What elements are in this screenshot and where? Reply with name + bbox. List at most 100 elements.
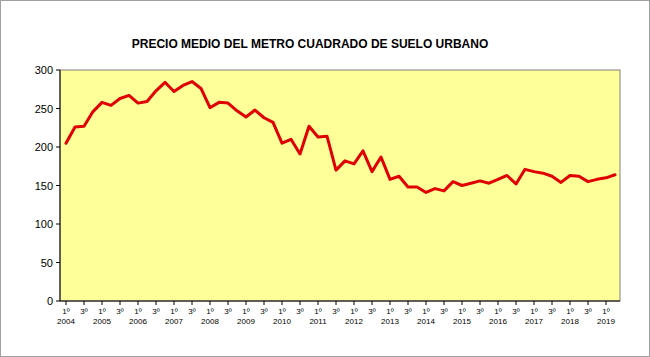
- x-axis: [60, 301, 620, 302]
- series-line: [66, 82, 615, 193]
- x-tick-label-line: 1º: [170, 307, 177, 316]
- x-tick: [354, 301, 355, 305]
- x-tick-label-line: 2005: [93, 317, 111, 326]
- x-tick-label: 3º: [260, 307, 267, 316]
- x-tick-label-line: 2014: [417, 317, 435, 326]
- x-tick-label-line: 2004: [57, 317, 75, 326]
- x-tick-label-line: 1º: [386, 307, 393, 316]
- y-tick-label: 0: [47, 295, 53, 307]
- x-tick-label-line: 2015: [453, 317, 471, 326]
- x-tick: [138, 301, 139, 305]
- x-tick-label-line: 3º: [152, 307, 159, 316]
- x-tick: [426, 301, 427, 305]
- x-tick-label: 3º: [404, 307, 411, 316]
- x-tick-label: 1º2011: [309, 307, 327, 326]
- y-tick: [56, 147, 60, 148]
- x-tick-label: 3º: [224, 307, 231, 316]
- chart: PRECIO MEDIO DEL METRO CUADRADO DE SUELO…: [0, 0, 650, 357]
- x-tick-label: 1º2009: [237, 307, 255, 326]
- x-tick-label: 3º: [188, 307, 195, 316]
- x-tick-label-line: 2013: [381, 317, 399, 326]
- x-tick-label-line: 1º: [494, 307, 501, 316]
- x-tick-label-line: 2007: [165, 317, 183, 326]
- x-tick: [408, 301, 409, 305]
- x-tick-label-line: 3º: [116, 307, 123, 316]
- x-tick-label: 3º: [440, 307, 447, 316]
- x-tick: [66, 301, 67, 305]
- x-tick: [120, 301, 121, 305]
- x-tick: [246, 301, 247, 305]
- y-tick: [56, 301, 60, 302]
- x-tick-label-line: 3º: [512, 307, 519, 316]
- x-tick-label: 3º: [368, 307, 375, 316]
- x-tick-label: 1º2015: [453, 307, 471, 326]
- x-tick-label: 3º: [152, 307, 159, 316]
- x-tick-label-line: 3º: [80, 307, 87, 316]
- x-tick: [156, 301, 157, 305]
- x-tick-label-line: 3º: [548, 307, 555, 316]
- x-tick-label-line: 2016: [489, 317, 507, 326]
- x-tick: [174, 301, 175, 305]
- x-tick-label-line: 1º: [62, 307, 69, 316]
- x-tick: [516, 301, 517, 305]
- y-tick-label: 100: [35, 218, 53, 230]
- x-tick-label-line: 3º: [188, 307, 195, 316]
- x-tick-label-line: 1º: [134, 307, 141, 316]
- x-tick: [606, 301, 607, 305]
- x-tick-label-line: 1º: [458, 307, 465, 316]
- y-tick: [56, 262, 60, 263]
- x-tick-label-line: 1º: [206, 307, 213, 316]
- x-tick-label: 1º2019: [597, 307, 615, 326]
- x-tick: [588, 301, 589, 305]
- x-tick-label-line: 1º: [350, 307, 357, 316]
- x-tick-label: 1º2005: [93, 307, 111, 326]
- x-tick-label: 3º: [584, 307, 591, 316]
- plot-area: [60, 70, 620, 301]
- x-tick: [228, 301, 229, 305]
- y-tick: [56, 224, 60, 225]
- x-tick: [264, 301, 265, 305]
- x-tick: [534, 301, 535, 305]
- x-tick-label: 1º2007: [165, 307, 183, 326]
- x-tick-label-line: 2018: [561, 317, 579, 326]
- x-tick-label: 1º2016: [489, 307, 507, 326]
- series-group: [66, 82, 615, 193]
- x-tick-label-line: 3º: [584, 307, 591, 316]
- x-tick-label-line: 2011: [309, 317, 327, 326]
- x-tick-label: 3º: [332, 307, 339, 316]
- x-tick-label-line: 1º: [242, 307, 249, 316]
- x-tick-label: 3º: [476, 307, 483, 316]
- y-tick-label: 300: [35, 64, 53, 76]
- x-tick: [444, 301, 445, 305]
- x-tick-label: 1º2010: [273, 307, 291, 326]
- x-tick-label-line: 3º: [404, 307, 411, 316]
- x-tick: [318, 301, 319, 305]
- x-tick-label-line: 1º: [98, 307, 105, 316]
- x-tick-label-line: 1º: [422, 307, 429, 316]
- x-tick-label-line: 3º: [440, 307, 447, 316]
- x-tick: [498, 301, 499, 305]
- x-tick-label-line: 1º: [278, 307, 285, 316]
- x-tick-label-line: 1º: [314, 307, 321, 316]
- x-tick: [372, 301, 373, 305]
- x-tick-label: 1º2018: [561, 307, 579, 326]
- x-tick-label-line: 3º: [368, 307, 375, 316]
- x-tick: [192, 301, 193, 305]
- x-tick-label: 1º2008: [201, 307, 219, 326]
- x-tick-label: 3º: [80, 307, 87, 316]
- y-tick-label: 150: [35, 180, 53, 192]
- x-tick-label-line: 3º: [224, 307, 231, 316]
- x-tick: [300, 301, 301, 305]
- x-tick-label-line: 2017: [525, 317, 543, 326]
- x-tick-label: 3º: [512, 307, 519, 316]
- chart-border: [1, 1, 650, 357]
- y-tick: [56, 70, 60, 71]
- x-tick-label-line: 2009: [237, 317, 255, 326]
- y-tick-label: 250: [35, 103, 53, 115]
- x-tick-label: 3º: [116, 307, 123, 316]
- x-tick-label: 1º2004: [57, 307, 75, 326]
- x-tick: [210, 301, 211, 305]
- x-tick-label: 3º: [548, 307, 555, 316]
- x-tick: [552, 301, 553, 305]
- title: PRECIO MEDIO DEL METRO CUADRADO DE SUELO…: [132, 37, 488, 51]
